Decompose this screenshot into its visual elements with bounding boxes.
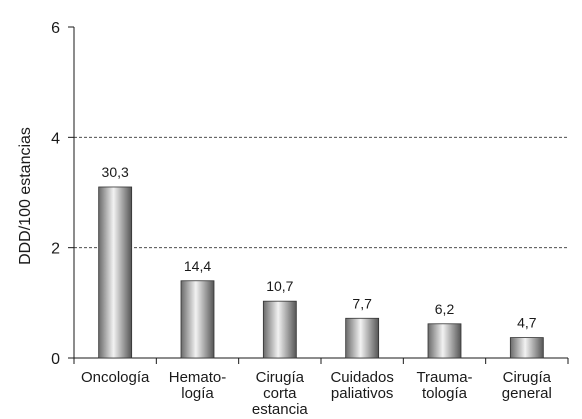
bar (262, 300, 297, 359)
y-tick-label: 2 (51, 241, 60, 258)
y-tick-label: 4 (51, 130, 60, 147)
data-label: 4,7 (517, 315, 537, 331)
category-label: corta (263, 385, 297, 402)
category-label: logía (181, 385, 214, 402)
bar (180, 280, 215, 359)
data-label: 14,4 (184, 258, 211, 274)
category-label: estancia (252, 401, 309, 418)
bar (98, 186, 133, 359)
category-label: paliativos (331, 385, 394, 402)
category-label: Cirugía (503, 369, 552, 386)
category-label: Trauma- (416, 369, 472, 386)
bars (98, 186, 544, 359)
y-tick-label: 6 (51, 20, 60, 37)
bar (509, 337, 544, 359)
y-axis-label: DDD/100 estancias (17, 127, 34, 265)
data-label: 6,2 (435, 301, 455, 317)
data-label: 30,3 (102, 164, 129, 180)
data-label: 7,7 (352, 295, 372, 311)
labels: 0 2 4 6 30,3 Oncología 14,4 Hemato-logía 10,7 Cir… (51, 20, 552, 418)
axes (68, 26, 569, 364)
category-label: general (502, 385, 552, 402)
category-label: Cuidados (330, 369, 393, 386)
gridlines (74, 136, 568, 249)
category-label: Cirugía (256, 369, 305, 386)
bar (427, 323, 462, 359)
category-label: Hemato- (169, 369, 227, 386)
y-tick-label: 0 (51, 351, 60, 368)
category-label: Oncología (81, 369, 150, 386)
bar (345, 317, 380, 359)
category-label: tología (422, 385, 468, 402)
data-label: 10,7 (266, 278, 293, 294)
